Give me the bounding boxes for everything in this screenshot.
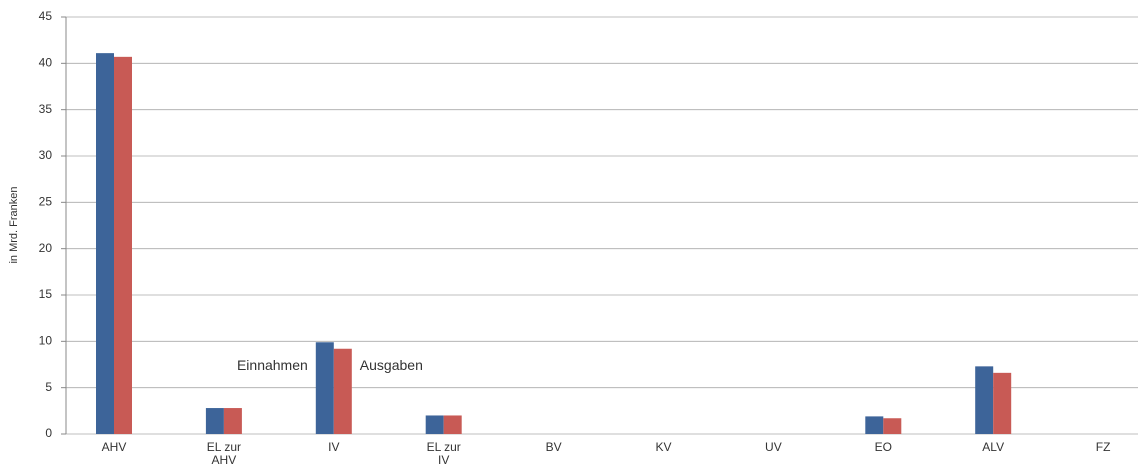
bar	[425, 415, 444, 434]
x-tick-label: FZ	[1095, 440, 1111, 454]
legend-label: Ausgaben	[360, 357, 423, 373]
y-tick-label: 25	[39, 195, 53, 209]
x-tick-label: UV	[765, 440, 782, 454]
x-tick-label: EL zur AHV	[206, 440, 242, 467]
y-tick-label: 20	[39, 241, 53, 255]
bar	[333, 348, 352, 434]
bar	[96, 53, 114, 434]
y-tick-label: 5	[45, 380, 52, 394]
bar	[865, 416, 884, 434]
bar	[443, 415, 462, 434]
bar	[975, 366, 994, 434]
bar	[315, 342, 334, 434]
y-tick-label: 30	[39, 148, 53, 162]
x-tick-label: IV	[328, 440, 340, 454]
y-tick-label: 15	[39, 287, 53, 301]
x-tick-label: EL zur IV	[426, 440, 461, 467]
y-tick-label: 10	[39, 334, 53, 348]
x-tick-label: KV	[655, 440, 672, 454]
bar	[883, 418, 902, 434]
y-tick-label: 40	[39, 56, 53, 70]
y-axis-label: in Mrd. Franken	[8, 186, 20, 263]
y-tick-label: 45	[39, 9, 53, 23]
bar	[223, 408, 242, 434]
bar	[205, 408, 224, 434]
x-tick-label: AHV	[101, 440, 127, 454]
y-tick-label: 0	[45, 426, 52, 440]
bar	[114, 56, 132, 434]
x-tick-label: ALV	[982, 440, 1005, 454]
bar	[993, 372, 1012, 434]
y-tick-label: 35	[39, 102, 53, 116]
x-tick-label: EO	[874, 440, 892, 454]
legend-label: Einnahmen	[237, 357, 308, 373]
x-tick-label: BV	[545, 440, 562, 454]
